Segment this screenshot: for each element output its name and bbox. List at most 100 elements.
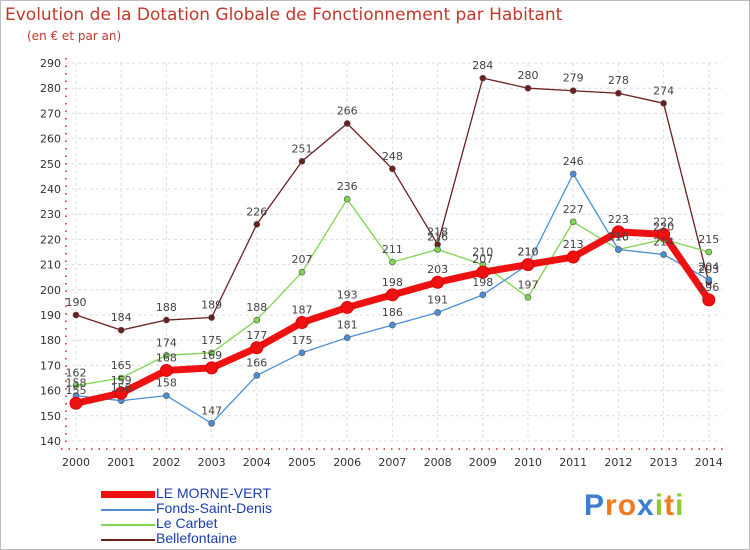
data-label: 274: [653, 84, 674, 97]
data-point: [205, 361, 219, 375]
data-point: [702, 293, 716, 307]
x-tick-label: 2010: [514, 456, 542, 469]
x-tick-label: 2004: [243, 456, 271, 469]
data-label: 223: [608, 213, 629, 226]
data-label: 158: [66, 377, 87, 390]
logo-letter: o: [617, 489, 638, 522]
data-label: 279: [563, 72, 584, 85]
y-tick-label: 210: [40, 259, 61, 272]
y-tick-label: 200: [40, 284, 61, 297]
data-point: [163, 392, 170, 399]
data-label: 159: [111, 374, 132, 387]
data-label: 168: [156, 351, 177, 364]
data-point: [569, 218, 577, 226]
data-label: 190: [66, 296, 87, 309]
data-label: 227: [563, 203, 584, 216]
logo-letter: t: [664, 489, 676, 522]
data-point: [72, 382, 80, 389]
y-tick-label: 150: [40, 410, 61, 423]
data-point: [660, 251, 667, 258]
data-label: 207: [292, 253, 313, 266]
data-label: 222: [653, 215, 674, 228]
data-point: [660, 100, 667, 107]
data-label: 196: [698, 281, 719, 294]
data-label: 210: [472, 246, 493, 259]
x-tick-label: 2000: [62, 456, 90, 469]
data-point: [479, 74, 487, 82]
data-label: 198: [382, 276, 403, 289]
data-label: 216: [608, 230, 629, 243]
data-point: [343, 195, 351, 203]
x-tick-label: 2012: [604, 456, 632, 469]
data-label: 207: [472, 253, 493, 266]
legend-swatch: [101, 539, 155, 541]
data-point: [615, 89, 622, 97]
y-tick-label: 240: [40, 183, 61, 196]
chart-title: Evolution de la Dotation Globale de Fonc…: [5, 5, 563, 25]
data-point: [298, 349, 306, 357]
data-label: 188: [156, 301, 177, 314]
y-tick-label: 290: [40, 57, 61, 70]
x-tick-label: 2001: [107, 456, 135, 469]
data-label: 210: [518, 246, 539, 259]
data-label: 175: [292, 334, 313, 347]
logo-letter: x: [637, 489, 655, 522]
data-label: 210: [518, 246, 539, 259]
data-point: [253, 220, 261, 228]
data-point: [479, 291, 487, 299]
data-point: [476, 265, 490, 279]
logo-letter: i: [675, 489, 685, 522]
y-tick-label: 220: [40, 233, 61, 246]
data-label: 204: [698, 261, 719, 274]
logo-letter: P: [584, 489, 606, 522]
data-point: [569, 87, 577, 95]
data-point: [295, 316, 309, 330]
data-point: [521, 258, 535, 272]
data-label: 248: [382, 150, 403, 163]
data-point: [253, 372, 261, 379]
y-tick-label: 230: [40, 208, 61, 221]
data-label: 198: [472, 276, 493, 289]
data-label: 197: [518, 278, 539, 291]
data-label: 203: [427, 263, 448, 276]
data-label: 187: [292, 304, 313, 317]
data-label: 162: [66, 367, 87, 380]
data-point: [159, 363, 173, 377]
data-point: [340, 300, 354, 314]
legend-swatch: [101, 491, 155, 498]
y-tick-label: 140: [40, 435, 61, 448]
data-point: [298, 268, 306, 276]
y-tick-label: 260: [40, 133, 61, 146]
data-point: [69, 396, 83, 410]
data-label: 175: [201, 334, 222, 347]
y-tick-label: 160: [40, 385, 61, 398]
data-point: [163, 316, 170, 324]
data-label: 189: [201, 299, 222, 312]
logo-letter: r: [605, 489, 618, 522]
data-point: [298, 157, 306, 165]
x-tick-label: 2005: [288, 456, 316, 469]
data-label: 191: [427, 293, 448, 306]
legend-label: Le Carbet: [156, 515, 218, 531]
data-label: 266: [337, 104, 358, 117]
data-label: 188: [246, 301, 267, 314]
data-point: [434, 246, 441, 253]
data-label: 278: [608, 74, 629, 87]
legend-swatch: [101, 524, 155, 526]
data-label: 166: [246, 356, 267, 369]
data-point: [524, 84, 532, 92]
data-label: 165: [111, 359, 132, 372]
data-point: [431, 275, 445, 289]
y-tick-label: 170: [40, 359, 61, 372]
data-label: 216: [608, 230, 629, 243]
data-label: 284: [472, 59, 493, 72]
x-tick-label: 2009: [469, 456, 497, 469]
y-tick-label: 190: [40, 309, 61, 322]
x-tick-label: 2008: [424, 456, 452, 469]
legend-label: Bellefontaine: [156, 530, 237, 546]
data-label: 220: [653, 220, 674, 233]
data-point: [611, 225, 625, 239]
data-label: 215: [698, 233, 719, 246]
proxiti-logo: Proxiti: [584, 489, 684, 523]
